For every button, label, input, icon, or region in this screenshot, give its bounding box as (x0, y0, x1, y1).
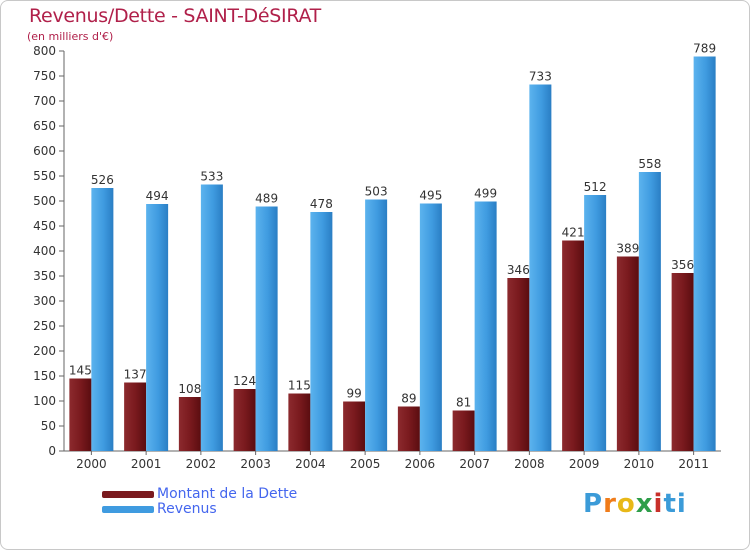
bar-dette-2010 (616, 256, 639, 451)
data-label-dette-2009: 421 (562, 226, 585, 240)
bar-dette-2006 (397, 406, 420, 451)
y-tick-label: 550 (33, 169, 56, 183)
data-label-dette-2008: 346 (507, 263, 530, 277)
y-tick-label: 0 (48, 444, 56, 458)
y-tick-label: 350 (33, 269, 56, 283)
bar-revenus-2003 (255, 206, 278, 451)
data-label-revenus-2005: 503 (365, 185, 388, 199)
bar-revenus-2001 (146, 204, 169, 451)
y-tick-label: 450 (33, 219, 56, 233)
bar-dette-2009 (562, 240, 585, 451)
bar-dette-2007 (452, 410, 475, 451)
chart-subtitle: (en milliers d'€) (27, 30, 114, 43)
y-tick-label: 250 (33, 319, 56, 333)
data-label-dette-2011: 356 (671, 258, 694, 272)
x-tick-label: 2000 (76, 457, 107, 471)
data-label-dette-2005: 99 (346, 387, 361, 401)
data-label-dette-2006: 89 (401, 392, 416, 406)
y-tick-label: 50 (41, 419, 56, 433)
bar-dette-2011 (671, 273, 694, 451)
x-tick-label: 2009 (569, 457, 600, 471)
y-tick-label: 500 (33, 194, 56, 208)
y-tick-label: 750 (33, 69, 56, 83)
bar-revenus-2008 (529, 84, 552, 451)
bar-dette-2005 (343, 401, 366, 451)
x-tick-label: 2006 (405, 457, 436, 471)
bar-revenus-2005 (365, 199, 388, 451)
data-label-revenus-2000: 526 (91, 173, 114, 187)
data-label-revenus-2003: 489 (255, 192, 278, 206)
proxiti-logo: Proxiti (583, 489, 687, 519)
y-tick-label: 400 (33, 244, 56, 258)
data-label-revenus-2010: 558 (638, 157, 661, 171)
chart-title: Revenus/Dette - SAINT-DéSIRAT (29, 5, 321, 27)
bar-revenus-2004 (310, 212, 333, 451)
y-tick-label: 100 (33, 394, 56, 408)
data-label-dette-2003: 124 (233, 374, 256, 388)
y-tick-label: 200 (33, 344, 56, 358)
data-label-revenus-2007: 499 (474, 187, 497, 201)
data-label-revenus-2002: 533 (200, 170, 223, 184)
legend-label-dette: Montant de la Dette (157, 486, 298, 502)
x-tick-label: 2007 (459, 457, 490, 471)
data-label-revenus-2008: 733 (529, 70, 552, 84)
bar-revenus-2006 (419, 203, 442, 451)
bar-revenus-2007 (474, 201, 497, 451)
x-tick-label: 2008 (514, 457, 545, 471)
data-label-revenus-2011: 789 (693, 42, 716, 56)
data-label-revenus-2006: 495 (419, 189, 442, 203)
y-tick-label: 150 (33, 369, 56, 383)
x-tick-label: 2010 (624, 457, 655, 471)
bar-revenus-2010 (638, 172, 661, 451)
bar-dette-2004 (288, 393, 311, 451)
bar-dette-2003 (233, 389, 256, 451)
data-label-dette-2004: 115 (288, 379, 311, 393)
bar-dette-2002 (178, 397, 201, 451)
x-tick-label: 2011 (678, 457, 709, 471)
data-label-revenus-2009: 512 (584, 180, 607, 194)
y-tick-label: 650 (33, 119, 56, 133)
bar-revenus-2009 (584, 195, 607, 451)
y-tick-label: 600 (33, 144, 56, 158)
data-label-dette-2001: 137 (124, 368, 147, 382)
y-tick-label: 700 (33, 94, 56, 108)
x-tick-label: 2005 (350, 457, 381, 471)
x-tick-label: 2004 (295, 457, 326, 471)
x-tick-label: 2002 (186, 457, 217, 471)
data-label-dette-2007: 81 (456, 396, 471, 410)
data-label-dette-2010: 389 (616, 242, 639, 256)
bar-revenus-2002 (200, 184, 223, 451)
bar-dette-2000 (69, 378, 92, 451)
data-label-revenus-2004: 478 (310, 197, 333, 211)
x-tick-label: 2003 (240, 457, 271, 471)
legend-swatch-dette (102, 491, 154, 498)
y-tick-label: 800 (33, 44, 56, 58)
bar-revenus-2011 (693, 56, 716, 451)
x-tick-label: 2001 (131, 457, 162, 471)
bar-dette-2001 (124, 382, 147, 451)
data-label-dette-2002: 108 (178, 382, 201, 396)
bar-dette-2008 (507, 278, 530, 451)
bar-revenus-2000 (91, 188, 114, 451)
legend-swatch-revenus (102, 506, 154, 513)
data-label-revenus-2001: 494 (146, 189, 169, 203)
y-tick-label: 300 (33, 294, 56, 308)
legend-label-revenus: Revenus (157, 501, 217, 517)
data-label-dette-2000: 145 (69, 364, 92, 378)
